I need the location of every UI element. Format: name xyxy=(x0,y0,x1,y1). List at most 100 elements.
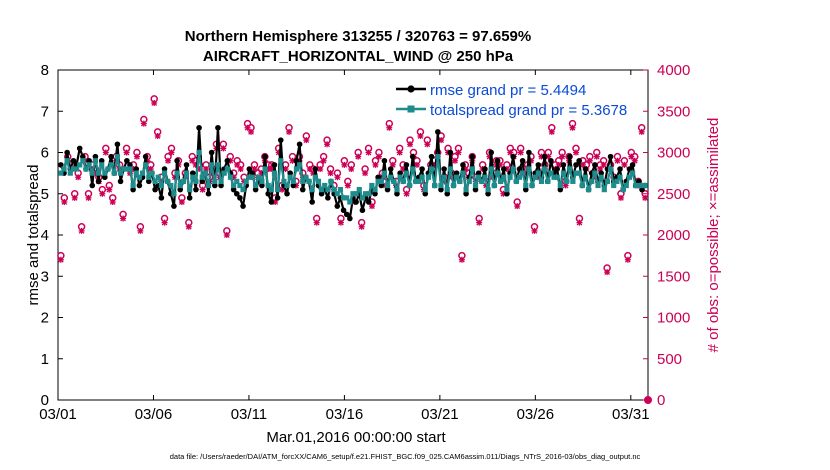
totalspread-point xyxy=(224,166,230,172)
totalspread-point xyxy=(114,154,121,160)
totalspread-point xyxy=(573,170,579,176)
obs-assimilated-point xyxy=(282,166,289,172)
totalspread-point xyxy=(80,158,86,164)
totalspread-point xyxy=(309,187,315,193)
totalspread-point xyxy=(237,182,243,189)
rmse-point xyxy=(265,190,271,197)
totalspread-point xyxy=(215,162,221,168)
totalspread-point xyxy=(105,166,111,172)
totalspread-point xyxy=(567,166,573,172)
obs-assimilated-point xyxy=(158,178,165,185)
totalspread-point xyxy=(513,178,519,184)
totalspread-point xyxy=(143,162,149,168)
obs-assimilated-point xyxy=(396,149,403,156)
totalspread-point xyxy=(83,166,89,172)
totalspread-point xyxy=(61,166,67,172)
totalspread-point xyxy=(626,174,633,180)
totalspread-point xyxy=(384,182,391,189)
rmse-point xyxy=(441,166,447,172)
rmse-point xyxy=(334,203,341,209)
totalspread-point xyxy=(180,178,186,184)
rmse-point xyxy=(312,166,319,172)
totalspread-point xyxy=(488,166,494,172)
totalspread-point xyxy=(353,191,359,197)
x-axis: 03/01 03/06 03/11 03/16 03/21 03/26 03/31 xyxy=(39,70,650,423)
rmse-point xyxy=(573,162,579,168)
rmse-point xyxy=(384,186,391,193)
rmse-point xyxy=(296,141,303,148)
rmse-point xyxy=(343,211,350,218)
totalspread-point xyxy=(410,166,416,172)
rmse-point xyxy=(189,170,196,176)
obs-assimilated-point xyxy=(548,128,555,135)
rmse-point xyxy=(500,166,507,172)
rmse-point xyxy=(124,157,130,164)
obs-assimilated-point xyxy=(265,166,272,172)
obs-assimilated-point xyxy=(320,157,327,164)
totalspread-point xyxy=(325,187,331,193)
totalspread-point xyxy=(516,174,523,180)
rmse-point xyxy=(108,153,114,160)
totalspread-point xyxy=(419,174,425,180)
rmse-point xyxy=(92,153,99,160)
rmse-point xyxy=(419,166,425,172)
obs-assimilated-point xyxy=(407,141,414,148)
totalspread-point xyxy=(620,187,626,193)
totalspread-point xyxy=(388,174,394,180)
totalspread-point xyxy=(460,170,466,176)
totalspread-point xyxy=(372,187,378,193)
obs-assimilated-point xyxy=(559,153,566,160)
rmse-point xyxy=(199,178,206,185)
x-tick-label: 03/26 xyxy=(517,406,555,423)
rmse-point xyxy=(516,166,523,172)
rmse-point xyxy=(309,199,315,205)
totalspread-point xyxy=(275,187,281,193)
rmse-point xyxy=(274,195,281,201)
totalspread-point xyxy=(161,170,168,176)
totalspread-point xyxy=(542,166,548,172)
rmse-point xyxy=(607,153,614,160)
totalspread-point xyxy=(592,170,598,176)
obs-assimilated-point xyxy=(631,157,638,164)
totalspread-point xyxy=(595,182,601,189)
rmse-point xyxy=(626,166,633,172)
rmse-point xyxy=(271,162,278,168)
totalspread-point xyxy=(526,166,532,172)
obs-assimilated-point xyxy=(203,166,210,172)
obs-assimilated-point xyxy=(614,157,621,164)
obs-assimilated-point xyxy=(545,153,552,160)
rmse-point xyxy=(554,166,560,172)
obs-assimilated-point xyxy=(147,166,154,172)
x-tick-label: 03/16 xyxy=(326,406,364,423)
y-tick-label: 5 xyxy=(41,186,49,203)
totalspread-point xyxy=(331,187,337,193)
rmse-point xyxy=(435,129,441,135)
totalspread-point xyxy=(450,182,457,189)
y-tick-label: 1 xyxy=(41,351,49,368)
rmse-point xyxy=(183,162,190,168)
rmse-point xyxy=(460,162,466,168)
totalspread-point xyxy=(124,166,130,172)
obs-assimilated-point xyxy=(597,166,604,172)
rmse-point xyxy=(453,170,460,176)
totalspread-point xyxy=(476,174,482,180)
obs-assimilated-point xyxy=(628,153,635,160)
rmse-point xyxy=(161,166,168,172)
totalspread-point xyxy=(576,170,582,176)
rmse-point xyxy=(557,186,564,193)
x-tick-label: 03/31 xyxy=(612,406,650,423)
totalspread-point xyxy=(296,162,303,168)
obs-assimilated-point xyxy=(133,153,140,160)
obs-assimilated-point xyxy=(534,174,541,181)
totalspread-point xyxy=(378,178,384,184)
totalspread-point xyxy=(642,182,648,189)
totalspread-point xyxy=(306,178,312,184)
totalspread-point xyxy=(359,195,366,201)
obs-assimilated-point xyxy=(137,227,144,234)
totalspread-point xyxy=(64,158,70,164)
totalspread-point xyxy=(149,170,155,176)
totalspread-point xyxy=(168,182,174,189)
totalspread-point xyxy=(482,174,488,180)
totalspread-point xyxy=(428,166,435,172)
